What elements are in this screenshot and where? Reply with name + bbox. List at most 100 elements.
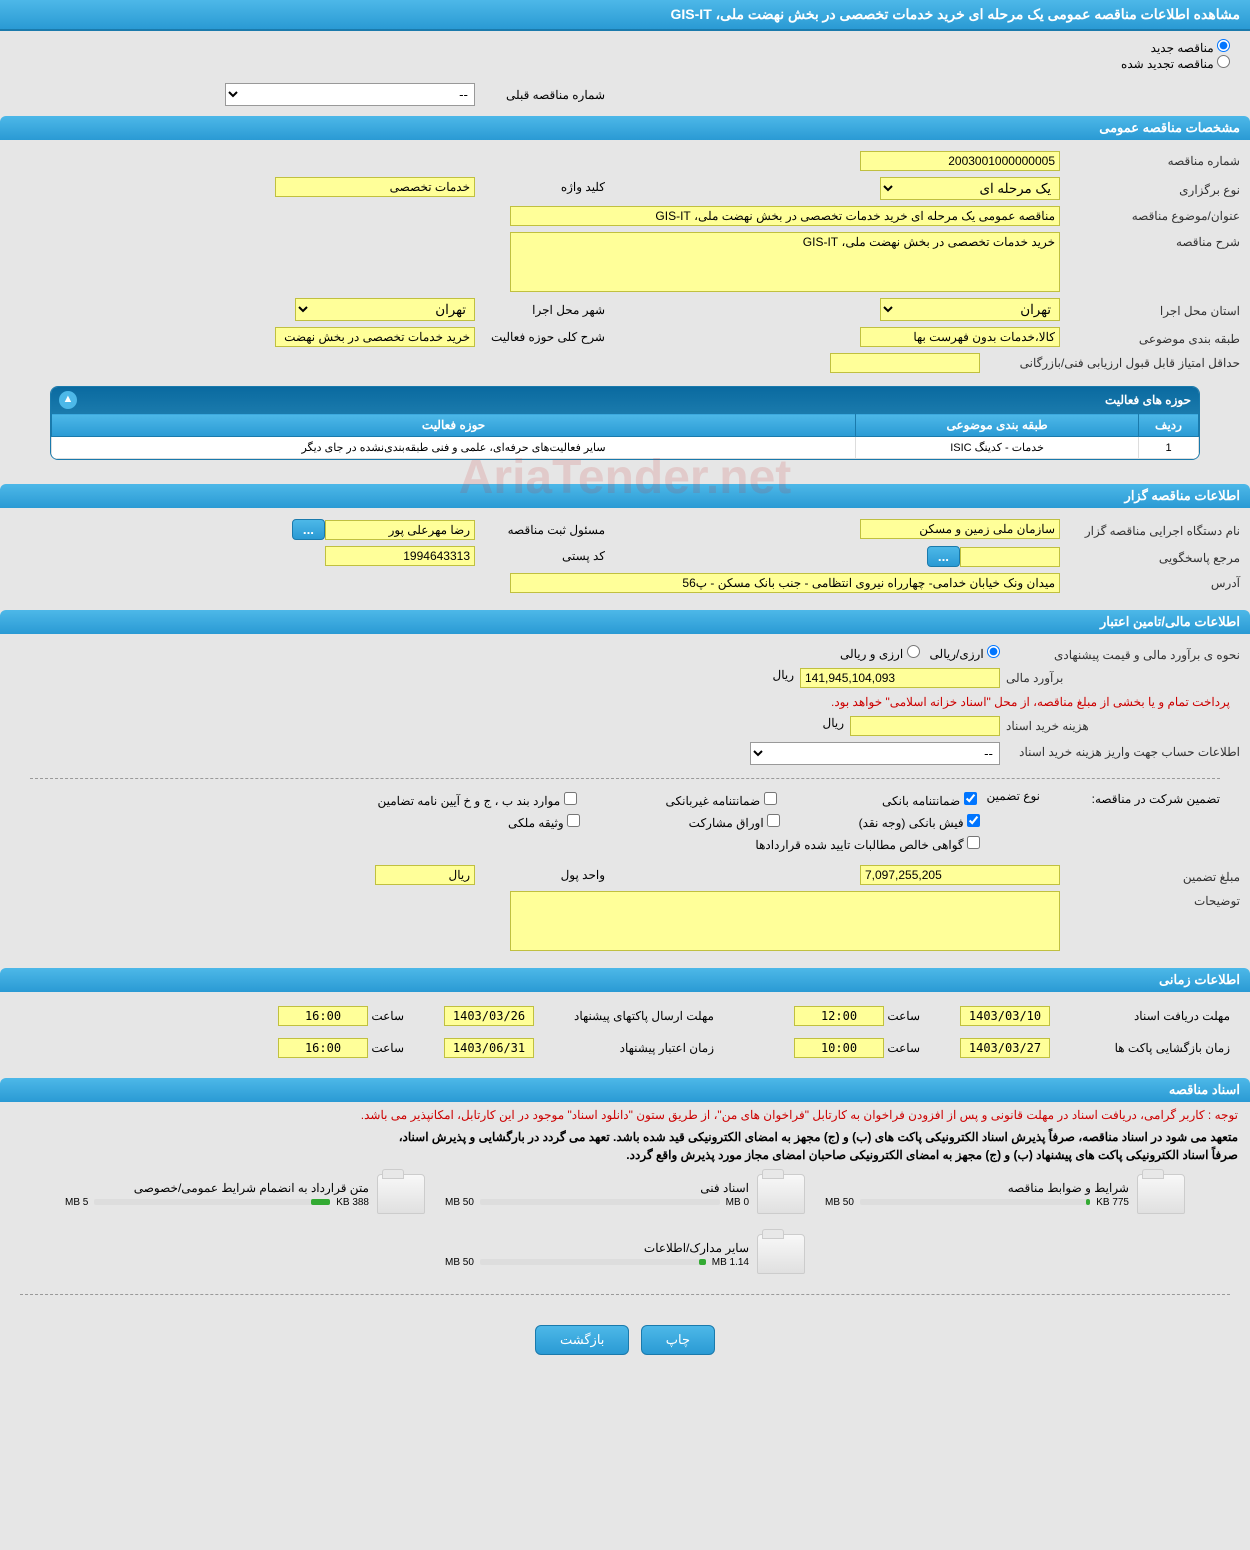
province-select[interactable]: تهران [880, 298, 1060, 321]
file-card[interactable]: اسناد فنی 0 MB 50 MB [445, 1174, 805, 1214]
print-button[interactable]: چاپ [641, 1325, 715, 1355]
back-button[interactable]: بازگشت [535, 1325, 629, 1355]
contact-field[interactable] [960, 547, 1060, 567]
receive-time: 12:00 [794, 1006, 884, 1026]
folder-icon [1137, 1174, 1185, 1214]
category-field[interactable] [860, 327, 1060, 347]
file-progress [94, 1199, 330, 1205]
gamount-field[interactable] [860, 865, 1060, 885]
prev-number-select[interactable]: -- [225, 83, 475, 106]
table-row: 1خدمات - کدینگ ISICسایر فعالیت‌های حرفه‌… [52, 437, 1199, 459]
col-scope: حوزه فعالیت [52, 414, 856, 437]
section-organizer-header: اطلاعات مناقصه گزار [0, 484, 1250, 508]
notes-field[interactable] [510, 891, 1060, 951]
radio-mixed[interactable] [907, 645, 920, 658]
cb-certificate[interactable] [967, 836, 980, 849]
guarantee-type-label: نوع تضمین [977, 789, 1040, 811]
activity-title: حوزه های فعالیت [1105, 393, 1191, 407]
open-date: 1403/03/27 [960, 1038, 1050, 1058]
notes-label: توضیحات [1060, 891, 1240, 908]
docfee-field[interactable] [850, 716, 1000, 736]
address-field[interactable] [510, 573, 1060, 593]
scope-field[interactable] [275, 327, 475, 347]
account-select[interactable]: -- [750, 742, 1000, 765]
prev-number-label: شماره مناقصه قبلی [475, 88, 625, 102]
cb-bylaw[interactable] [564, 792, 577, 805]
divider-bottom [20, 1294, 1230, 1295]
radio-mixed-label: ارزی و ریالی [840, 647, 903, 661]
activity-table: ردیف طبقه بندی موضوعی حوزه فعالیت 1خدمات… [51, 413, 1199, 459]
cb-nonbank[interactable] [764, 792, 777, 805]
file-total: 5 MB [65, 1197, 88, 1208]
registrar-label: مسئول ثبت مناقصه [475, 523, 625, 537]
section-general-header: مشخصات مناقصه عمومی [0, 116, 1250, 140]
radio-new-tender[interactable] [1217, 39, 1230, 52]
file-card[interactable]: متن قرارداد به انضمام شرایط عمومی/خصوصی … [65, 1174, 425, 1214]
scope-label: شرح کلی حوزه فعالیت [475, 330, 625, 344]
desc-field[interactable]: خرید خدمات تخصصی در بخش نهضت ملی، GIS-IT [510, 232, 1060, 292]
folder-icon [757, 1174, 805, 1214]
unit-label: واحد پول [475, 868, 625, 882]
time-label-3: ساعت [887, 1041, 920, 1055]
tender-type-radios: مناقصه جدید مناقصه تجدید شده [0, 31, 1250, 79]
method-label: نحوه ی برآورد مالی و قیمت پیشنهادی [1000, 645, 1240, 662]
radio-renewed-label: مناقصه تجدید شده [1121, 57, 1214, 71]
cb-securities[interactable] [767, 814, 780, 827]
cb-property[interactable] [567, 814, 580, 827]
send-time: 16:00 [278, 1006, 368, 1026]
file-name: متن قرارداد به انضمام شرایط عمومی/خصوصی [65, 1181, 369, 1197]
type-label: نوع برگزاری [1060, 180, 1240, 197]
section-timing-header: اطلاعات زمانی [0, 968, 1250, 992]
cb-certificate-label: گواهی خالص مطالبات تایید شده قراردادها [755, 838, 963, 852]
type-select[interactable]: یک مرحله ای [880, 177, 1060, 200]
title-field[interactable] [510, 206, 1060, 226]
file-card[interactable]: سایر مدارک/اطلاعات 1.14 MB 50 MB [445, 1234, 805, 1274]
open-label: زمان بازگشایی پاکت ها [1050, 1041, 1230, 1055]
registrar-field[interactable] [325, 520, 475, 540]
cb-bank-guarantee[interactable] [964, 792, 977, 805]
contact-lookup-button[interactable]: ... [927, 546, 960, 567]
guarantee-label: تضمین شرکت در مناقصه: [1040, 789, 1220, 811]
receive-date: 1403/03/10 [960, 1006, 1050, 1026]
file-total: 50 MB [445, 1197, 474, 1208]
validity-time: 16:00 [278, 1038, 368, 1058]
cb-nonbank-label: ضمانتنامه غیربانکی [665, 794, 760, 808]
radio-new-label: مناقصه جدید [1151, 41, 1214, 55]
title-label: عنوان/موضوع مناقصه [1060, 206, 1240, 223]
postal-field[interactable] [325, 546, 475, 566]
collapse-icon[interactable]: ▲ [59, 391, 77, 409]
folder-icon [377, 1174, 425, 1214]
city-select[interactable]: تهران [295, 298, 475, 321]
province-label: استان محل اجرا [1060, 301, 1240, 318]
time-label-4: ساعت [371, 1041, 404, 1055]
estimate-field[interactable] [800, 668, 1000, 688]
file-card[interactable]: شرایط و ضوابط مناقصه 775 KB 50 MB [825, 1174, 1185, 1214]
time-label-1: ساعت [887, 1009, 920, 1023]
treasury-note: پرداخت تمام و یا بخشی از مبلغ مناقصه، از… [10, 691, 1240, 713]
file-used: 775 KB [1096, 1197, 1129, 1208]
cb-bylaw-label: موارد بند ب ، ج و خ آیین نامه تضامین [377, 794, 560, 808]
file-total: 50 MB [445, 1257, 474, 1268]
file-used: 0 MB [726, 1197, 749, 1208]
cb-receipt[interactable] [967, 814, 980, 827]
radio-rial[interactable] [987, 645, 1000, 658]
unit-field[interactable] [375, 865, 475, 885]
file-name: اسناد فنی [445, 1181, 749, 1197]
file-name: سایر مدارک/اطلاعات [445, 1241, 749, 1257]
number-field[interactable] [860, 151, 1060, 171]
minscore-field[interactable] [830, 353, 980, 373]
category-label: طبقه بندی موضوعی [1060, 329, 1240, 346]
folder-icon [757, 1234, 805, 1274]
gamount-label: مبلغ تضمین [1060, 867, 1240, 884]
keyword-field[interactable] [275, 177, 475, 197]
file-used: 1.14 MB [712, 1257, 749, 1268]
org-field[interactable] [860, 519, 1060, 539]
col-category: طبقه بندی موضوعی [856, 414, 1139, 437]
docfee-label: هزینه خرید اسناد [1000, 716, 1240, 733]
time-label-2: ساعت [371, 1009, 404, 1023]
divider [30, 778, 1220, 779]
registrar-lookup-button[interactable]: ... [292, 519, 325, 540]
validity-date: 1403/06/31 [444, 1038, 534, 1058]
keyword-label: کلید واژه [475, 180, 625, 194]
radio-renewed-tender[interactable] [1217, 55, 1230, 68]
